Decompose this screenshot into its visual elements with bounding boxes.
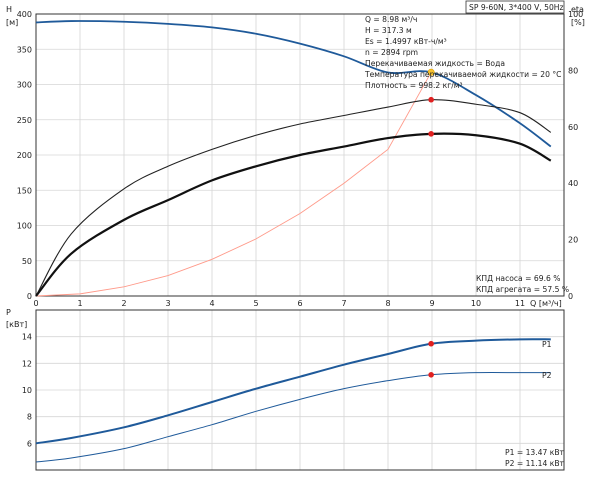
x-tick-label: 9 — [429, 299, 434, 308]
bottom-plot-series — [35, 338, 551, 463]
axis-tick-labels: 0 1 2 3 4 5 6 7 8 9 10 1105010015020025030035040002… — [17, 10, 584, 448]
x-tick-label: 0 — [33, 299, 38, 308]
left-y-tick-label: 100 — [17, 222, 32, 231]
info-liquid: Перекачиваемая жидкость = Вода — [365, 59, 505, 68]
right-axis-label: eta — [571, 5, 584, 14]
p1-readout: P1 = 13.47 кВт — [505, 448, 565, 457]
right-y-tick-label: 100 — [568, 10, 583, 19]
p2-series-label: P2 — [542, 371, 552, 380]
info-density: Плотность = 998.2 кг/м³ — [365, 81, 463, 90]
power-axis-unit: [кВт] — [6, 320, 27, 329]
left-axis-unit: [м] — [6, 18, 18, 27]
power-y-tick-label: 14 — [22, 333, 32, 342]
x-tick-label: 8 — [385, 299, 390, 308]
x-tick-label: 10 — [471, 299, 481, 308]
p2-readout: P2 = 11.14 кВт — [505, 459, 565, 468]
head-curve — [35, 20, 552, 148]
power-y-tick-label: 12 — [22, 359, 32, 368]
info-flow: Q = 8.98 м³/ч — [365, 15, 417, 24]
info-temperature: Температура перекачиваемой жидкости = 20… — [364, 70, 561, 79]
pump-model-title: SP 9-60N, 3*400 V, 50Hz — [469, 3, 563, 12]
right-axis-unit: [%] — [571, 18, 585, 27]
x-axis-label: Q [м³/ч] — [530, 299, 562, 308]
bottom-plot-frame — [35, 309, 565, 471]
x-tick-label: 4 — [209, 299, 214, 308]
x-tick-label: 5 — [253, 299, 258, 308]
left-y-tick-label: 400 — [17, 10, 32, 19]
p2-power-curve — [35, 372, 551, 463]
p1-point-marker — [428, 340, 434, 347]
power-y-tick-label: 10 — [22, 386, 32, 395]
system-curve-curve — [35, 72, 432, 297]
unit-efficiency-curve — [35, 132, 552, 297]
unit-efficiency-note: КПД агрегата = 57.5 % — [476, 285, 569, 294]
p2-point-marker — [428, 372, 434, 378]
x-tick-label: 1 — [77, 299, 82, 308]
duty-point-marker — [427, 68, 435, 76]
x-tick-label: 2 — [121, 299, 126, 308]
power-y-tick-label: 8 — [27, 413, 32, 422]
p1-power-curve — [35, 338, 551, 445]
x-tick-label: 11 — [515, 299, 525, 308]
top-plot-series — [35, 20, 552, 297]
x-tick-label: 7 — [341, 299, 346, 308]
pump-efficiency-point-marker — [428, 96, 434, 103]
bottom-plot-gridlines — [35, 310, 564, 470]
left-y-tick-label: 200 — [17, 151, 32, 160]
right-y-tick-label: 40 — [568, 179, 578, 188]
top-plot-frame — [35, 13, 565, 297]
left-y-tick-label: 0 — [27, 292, 32, 301]
x-tick-label: 6 — [297, 299, 302, 308]
info-speed: n = 2894 rpm — [365, 48, 418, 57]
operating-point-markers — [427, 68, 435, 378]
unit-efficiency-point-marker — [428, 131, 434, 137]
left-y-tick-label: 150 — [17, 186, 32, 195]
power-axis-label: P — [6, 308, 11, 317]
power-y-tick-label: 6 — [27, 439, 32, 448]
left-y-tick-label: 300 — [17, 81, 32, 90]
x-tick-label: 3 — [165, 299, 170, 308]
left-y-tick-label: 50 — [22, 257, 32, 266]
left-axis-label: H — [6, 5, 12, 14]
right-y-tick-label: 60 — [568, 123, 578, 132]
p1-series-label: P1 — [542, 340, 552, 349]
left-y-tick-label: 250 — [17, 116, 32, 125]
model-title-box — [465, 0, 565, 14]
right-y-tick-label: 80 — [568, 66, 578, 75]
right-y-tick-label: 20 — [568, 236, 578, 245]
right-y-tick-label: 0 — [568, 292, 573, 301]
left-y-tick-label: 350 — [17, 45, 32, 54]
info-head: H = 317.3 м — [365, 26, 412, 35]
pump-efficiency-curve — [35, 99, 552, 297]
pump-efficiency-note: КПД насоса = 69.6 % — [476, 274, 560, 283]
info-specific-energy: Es = 1.4997 кВт-ч/м³ — [365, 37, 447, 46]
